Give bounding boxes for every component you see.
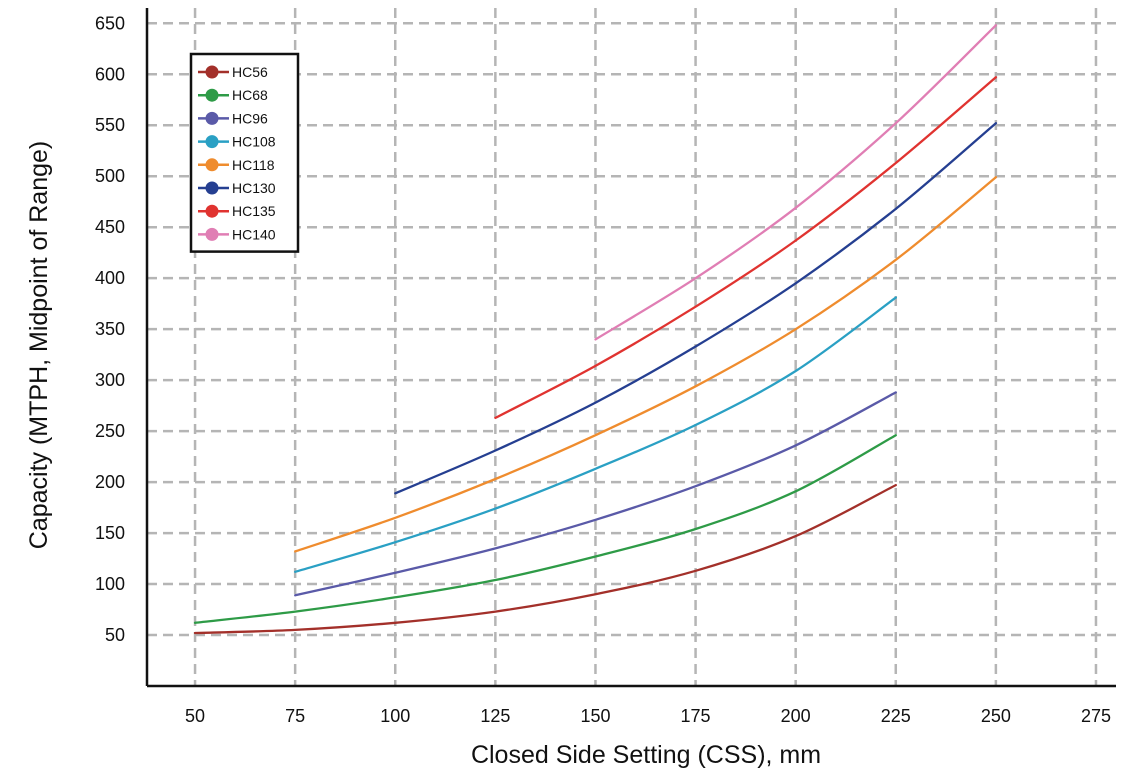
legend-label-hc118: HC118 [232, 157, 275, 173]
y-tick-label: 450 [95, 217, 125, 237]
x-tick-label: 150 [580, 706, 610, 726]
series-line-hc56 [193, 483, 897, 635]
y-tick-label: 300 [95, 370, 125, 390]
legend-marker-hc140 [205, 227, 219, 241]
x-tick-label: 100 [380, 706, 410, 726]
legend-box [189, 52, 300, 253]
x-tick-label: 200 [781, 706, 811, 726]
legend-label-hc56: HC56 [232, 64, 268, 80]
x-tick-label: 275 [1081, 706, 1111, 726]
legend: HC56 HC68 HC96 HC108 HC118 HC130 HC135 HC140 [189, 52, 300, 253]
legend-label-hc135: HC135 [232, 203, 276, 219]
y-tick-label: 400 [95, 268, 125, 288]
y-tick-label: 500 [95, 166, 125, 186]
series-line-hc140 [594, 24, 998, 341]
x-tick-label: 175 [681, 706, 711, 726]
y-tick-label: 650 [95, 13, 125, 33]
y-tick-label: 350 [95, 319, 125, 339]
series-line-hc96 [294, 391, 897, 597]
y-axis-title: Capacity (MTPH, Midpoint of Range) [25, 141, 53, 549]
legend-label-hc96: HC96 [232, 110, 268, 126]
axes [145, 8, 1116, 688]
y-tick-label: 50 [105, 625, 125, 645]
y-tick-label: 550 [95, 115, 125, 135]
series-line-hc108 [294, 296, 897, 573]
y-tick-label: 200 [95, 472, 125, 492]
series-line-hc130 [394, 122, 998, 495]
series-line-hc68 [193, 434, 897, 624]
series-lines [193, 24, 998, 635]
x-tick-label: 125 [480, 706, 510, 726]
legend-marker-hc130 [205, 181, 219, 195]
legend-marker-hc96 [205, 111, 219, 125]
legend-marker-hc56 [205, 65, 219, 79]
grid [147, 8, 1116, 686]
x-tick-label: 75 [285, 706, 305, 726]
series-line-hc118 [294, 176, 998, 553]
x-axis-title: Closed Side Setting (CSS), mm [471, 741, 821, 769]
y-tick-label: 600 [95, 64, 125, 84]
legend-label-hc130: HC130 [232, 180, 276, 196]
y-tick-label: 250 [95, 421, 125, 441]
tick-labels: 50 75 100 125 150 175 200 225 250 275 50 100 150 200 2… [95, 13, 1111, 726]
legend-marker-hc135 [205, 204, 219, 218]
x-tick-label: 250 [981, 706, 1011, 726]
x-tick-label: 50 [185, 706, 205, 726]
legend-marker-hc118 [205, 158, 219, 172]
legend-marker-hc68 [205, 88, 219, 102]
legend-label-hc68: HC68 [232, 87, 268, 103]
legend-marker-hc108 [205, 135, 219, 149]
x-tick-label: 225 [881, 706, 911, 726]
legend-label-hc140: HC140 [232, 226, 276, 242]
legend-label-hc108: HC108 [232, 134, 276, 150]
series-line-hc135 [494, 76, 998, 420]
y-tick-label: 100 [95, 574, 125, 594]
y-tick-label: 150 [95, 523, 125, 543]
